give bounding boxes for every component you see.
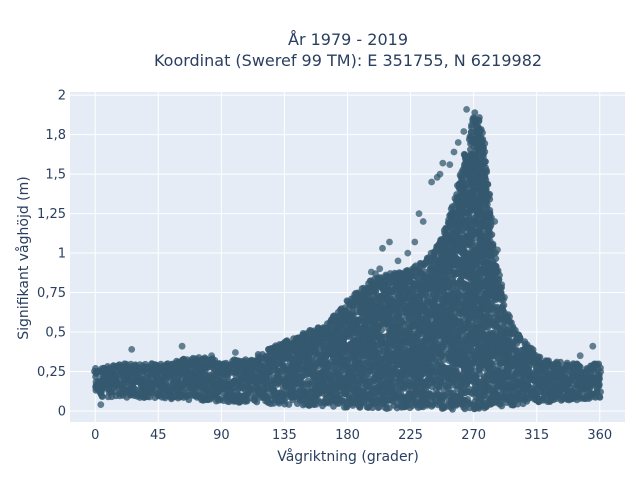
data-point [378,326,386,334]
data-point [464,396,472,403]
data-point [98,393,106,400]
data-point [131,385,139,393]
data-points [91,106,604,413]
